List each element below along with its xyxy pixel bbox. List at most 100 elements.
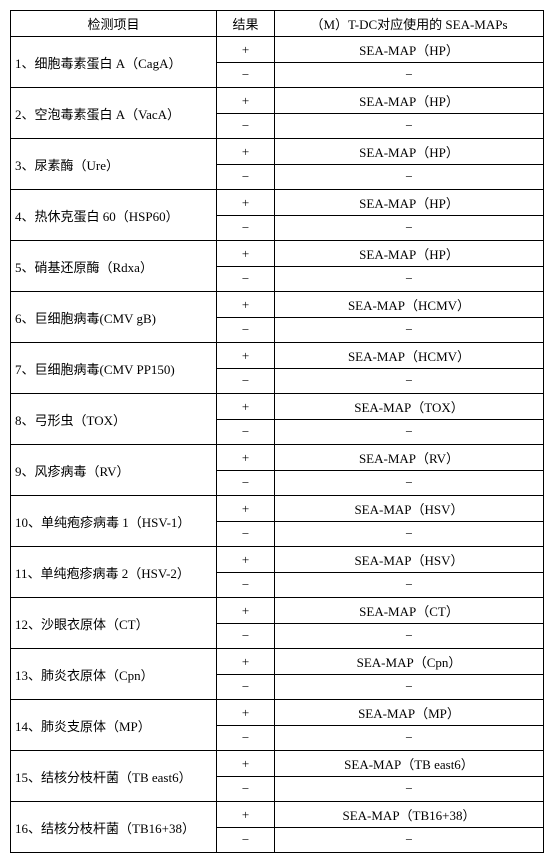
map-positive: SEA-MAP（HCMV） [275, 343, 544, 369]
map-negative: − [275, 318, 544, 343]
table-row: 8、弓形虫（TOX）+SEA-MAP（TOX） [11, 394, 544, 420]
table-row: 6、巨细胞病毒(CMV gB)+SEA-MAP（HCMV） [11, 292, 544, 318]
result-positive: + [217, 802, 275, 828]
result-negative: − [217, 522, 275, 547]
result-positive: + [217, 241, 275, 267]
table-row: 16、结核分枝杆菌（TB16+38）+SEA-MAP（TB16+38） [11, 802, 544, 828]
header-item: 检测项目 [11, 11, 217, 37]
result-positive: + [217, 292, 275, 318]
map-positive: SEA-MAP（HCMV） [275, 292, 544, 318]
map-positive: SEA-MAP（HP） [275, 190, 544, 216]
map-positive: SEA-MAP（CT） [275, 598, 544, 624]
result-positive: + [217, 190, 275, 216]
result-negative: − [217, 726, 275, 751]
table-row: 4、热休克蛋白 60（HSP60）+SEA-MAP（HP） [11, 190, 544, 216]
table-row: 15、结核分枝杆菌（TB east6）+SEA-MAP（TB east6） [11, 751, 544, 777]
result-positive: + [217, 598, 275, 624]
map-positive: SEA-MAP（HP） [275, 139, 544, 165]
map-positive: SEA-MAP（MP） [275, 700, 544, 726]
map-negative: − [275, 624, 544, 649]
map-positive: SEA-MAP（HSV） [275, 496, 544, 522]
table-row: 5、硝基还原酶（Rdxa）+SEA-MAP（HP） [11, 241, 544, 267]
item-name: 2、空泡毒素蛋白 A（VacA） [11, 88, 217, 139]
result-positive: + [217, 139, 275, 165]
result-positive: + [217, 394, 275, 420]
header-result: 结果 [217, 11, 275, 37]
map-negative: − [275, 114, 544, 139]
table-row: 11、单纯疱疹病毒 2（HSV-2）+SEA-MAP（HSV） [11, 547, 544, 573]
item-name: 6、巨细胞病毒(CMV gB) [11, 292, 217, 343]
item-name: 15、结核分枝杆菌（TB east6） [11, 751, 217, 802]
map-negative: − [275, 573, 544, 598]
map-negative: − [275, 63, 544, 88]
map-negative: − [275, 420, 544, 445]
result-positive: + [217, 700, 275, 726]
table-row: 1、细胞毒素蛋白 A（CagA）+SEA-MAP（HP） [11, 37, 544, 63]
item-name: 1、细胞毒素蛋白 A（CagA） [11, 37, 217, 88]
map-negative: − [275, 267, 544, 292]
map-negative: − [275, 828, 544, 853]
item-name: 5、硝基还原酶（Rdxa） [11, 241, 217, 292]
map-negative: − [275, 777, 544, 802]
result-negative: − [217, 420, 275, 445]
table-row: 2、空泡毒素蛋白 A（VacA）+SEA-MAP（HP） [11, 88, 544, 114]
result-negative: − [217, 267, 275, 292]
table-row: 10、单纯疱疹病毒 1（HSV-1）+SEA-MAP（HSV） [11, 496, 544, 522]
map-negative: − [275, 369, 544, 394]
header-map: （M）T-DC对应使用的 SEA-MAPs [275, 11, 544, 37]
map-positive: SEA-MAP（HSV） [275, 547, 544, 573]
table-row: 14、肺炎支原体（MP）+SEA-MAP（MP） [11, 700, 544, 726]
map-negative: − [275, 675, 544, 700]
result-positive: + [217, 751, 275, 777]
result-negative: − [217, 165, 275, 190]
item-name: 11、单纯疱疹病毒 2（HSV-2） [11, 547, 217, 598]
table-row: 13、肺炎衣原体（Cpn）+SEA-MAP（Cpn） [11, 649, 544, 675]
map-positive: SEA-MAP（Cpn） [275, 649, 544, 675]
result-negative: − [217, 216, 275, 241]
item-name: 13、肺炎衣原体（Cpn） [11, 649, 217, 700]
map-positive: SEA-MAP（TB east6） [275, 751, 544, 777]
result-positive: + [217, 343, 275, 369]
table-row: 7、巨细胞病毒(CMV PP150)+SEA-MAP（HCMV） [11, 343, 544, 369]
result-negative: − [217, 573, 275, 598]
result-positive: + [217, 445, 275, 471]
result-negative: − [217, 114, 275, 139]
map-positive: SEA-MAP（HP） [275, 241, 544, 267]
result-negative: − [217, 777, 275, 802]
map-positive: SEA-MAP（RV） [275, 445, 544, 471]
result-negative: − [217, 63, 275, 88]
result-negative: − [217, 675, 275, 700]
result-negative: − [217, 471, 275, 496]
item-name: 16、结核分枝杆菌（TB16+38） [11, 802, 217, 853]
map-positive: SEA-MAP（TB16+38） [275, 802, 544, 828]
result-positive: + [217, 496, 275, 522]
table-row: 12、沙眼衣原体（CT）+SEA-MAP（CT） [11, 598, 544, 624]
map-negative: − [275, 216, 544, 241]
result-positive: + [217, 547, 275, 573]
item-name: 9、风疹病毒（RV） [11, 445, 217, 496]
item-name: 10、单纯疱疹病毒 1（HSV-1） [11, 496, 217, 547]
map-negative: − [275, 165, 544, 190]
map-negative: − [275, 471, 544, 496]
result-positive: + [217, 88, 275, 114]
map-positive: SEA-MAP（HP） [275, 88, 544, 114]
result-negative: − [217, 318, 275, 343]
table-row: 3、尿素酶（Ure）+SEA-MAP（HP） [11, 139, 544, 165]
result-positive: + [217, 37, 275, 63]
item-name: 12、沙眼衣原体（CT） [11, 598, 217, 649]
item-name: 7、巨细胞病毒(CMV PP150) [11, 343, 217, 394]
map-positive: SEA-MAP（TOX） [275, 394, 544, 420]
item-name: 3、尿素酶（Ure） [11, 139, 217, 190]
item-name: 14、肺炎支原体（MP） [11, 700, 217, 751]
result-negative: − [217, 828, 275, 853]
result-negative: − [217, 369, 275, 394]
detection-table: 检测项目 结果 （M）T-DC对应使用的 SEA-MAPs 1、细胞毒素蛋白 A… [10, 10, 544, 853]
result-positive: + [217, 649, 275, 675]
item-name: 4、热休克蛋白 60（HSP60） [11, 190, 217, 241]
item-name: 8、弓形虫（TOX） [11, 394, 217, 445]
result-negative: − [217, 624, 275, 649]
map-negative: − [275, 522, 544, 547]
map-negative: − [275, 726, 544, 751]
map-positive: SEA-MAP（HP） [275, 37, 544, 63]
table-row: 9、风疹病毒（RV）+SEA-MAP（RV） [11, 445, 544, 471]
